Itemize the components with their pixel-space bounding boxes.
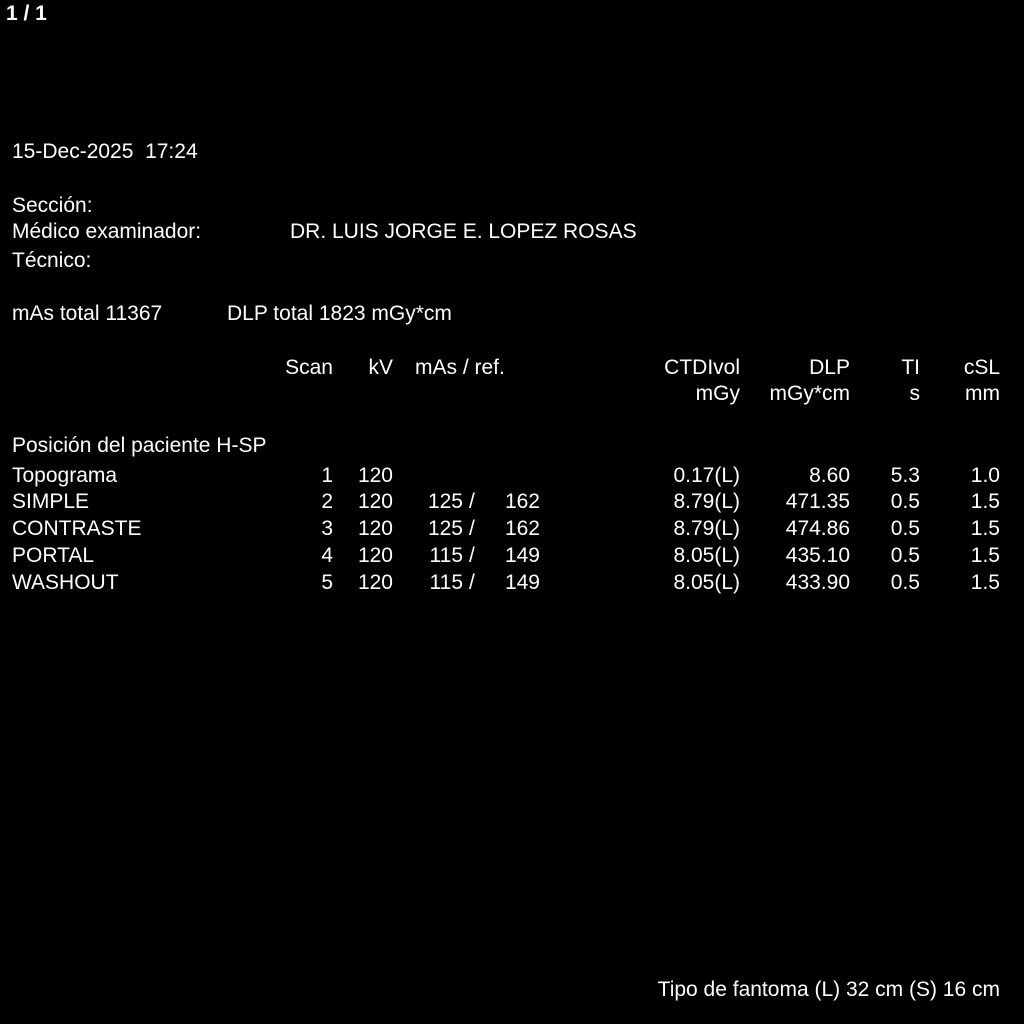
- header-dlp: DLP: [809, 356, 850, 379]
- cell-dlp: 433.90: [785, 571, 850, 594]
- cell-scan: 5: [321, 571, 333, 594]
- cell-csl: 1.5: [970, 571, 1000, 594]
- cell-kv: 120: [357, 544, 393, 567]
- header-ctdivol: CTDIvol: [664, 356, 740, 379]
- unit-ti: s: [909, 382, 921, 405]
- cell-mas: 115: [429, 544, 463, 567]
- cell-csl: 1.0: [970, 464, 1000, 487]
- report-datetime: 15-Dec-2025 17:24: [12, 140, 198, 163]
- technician-label: Técnico:: [12, 249, 92, 272]
- cell-ti: 5.3: [890, 464, 920, 487]
- cell-ti: 0.5: [890, 490, 920, 513]
- cell-ti: 0.5: [890, 571, 920, 594]
- cell-mas: 125: [427, 517, 463, 540]
- cell-dlp: 435.10: [785, 544, 850, 567]
- dlp-total: DLP total 1823 mGy*cm: [227, 302, 452, 325]
- section-label: Sección:: [12, 194, 93, 217]
- cell-csl: 1.5: [970, 490, 1000, 513]
- cell-slash: /: [469, 517, 475, 540]
- cell-slash: /: [469, 571, 475, 594]
- header-kv: kV: [368, 356, 393, 379]
- physician-value: DR. LUIS JORGE E. LOPEZ ROSAS: [290, 220, 637, 243]
- unit-csl: mm: [965, 382, 1000, 405]
- table-row: SIMPLE 2 120 125 / 162 8.79(L) 471.35 0.5 1.5: [0, 490, 1024, 514]
- table-header: Scan kV mAs / ref. CTDIvol DLP TI cSL: [0, 356, 1024, 380]
- table-units: mGy mGy*cm s mm: [0, 382, 1024, 406]
- cell-kv: 120: [357, 490, 393, 513]
- cell-ti: 0.5: [890, 544, 920, 567]
- cell-mas: 125: [427, 490, 463, 513]
- page-indicator: 1 / 1: [6, 2, 47, 25]
- cell-ref: 149: [504, 544, 540, 567]
- cell-ref: 149: [504, 571, 540, 594]
- cell-name: PORTAL: [12, 544, 95, 567]
- cell-dlp: 8.60: [809, 464, 850, 487]
- cell-slash: /: [469, 490, 475, 513]
- cell-ti: 0.5: [890, 517, 920, 540]
- table-row: CONTRASTE 3 120 125 / 162 8.79(L) 474.86 0.5 1.5: [0, 517, 1024, 541]
- header-csl: cSL: [963, 356, 1000, 379]
- cell-mas: 115: [429, 571, 463, 594]
- cell-ref: 162: [504, 517, 540, 540]
- phantom-type: Tipo de fantoma (L) 32 cm (S) 16 cm: [657, 978, 1000, 1001]
- patient-position: Posición del paciente H-SP: [12, 434, 267, 457]
- table-row: Topograma 1 120 0.17(L) 8.60 5.3 1.0: [0, 464, 1024, 488]
- cell-scan: 4: [321, 544, 333, 567]
- cell-csl: 1.5: [970, 544, 1000, 567]
- cell-dlp: 471.35: [785, 490, 850, 513]
- cell-csl: 1.5: [970, 517, 1000, 540]
- cell-ctdivol: 8.05(L): [673, 544, 740, 567]
- cell-name: SIMPLE: [12, 490, 90, 513]
- cell-scan: 3: [321, 517, 333, 540]
- cell-ctdivol: 8.79(L): [673, 517, 740, 540]
- cell-name: WASHOUT: [12, 571, 119, 594]
- cell-kv: 120: [357, 571, 393, 594]
- cell-name: CONTRASTE: [12, 517, 142, 540]
- table-row: PORTAL 4 120 115 / 149 8.05(L) 435.10 0.5 1.5: [0, 544, 1024, 568]
- table-row: WASHOUT 5 120 115 / 149 8.05(L) 433.90 0.5 1.5: [0, 571, 1024, 595]
- cell-kv: 120: [357, 464, 393, 487]
- cell-scan: 1: [321, 464, 333, 487]
- header-mas-ref: mAs / ref.: [415, 356, 505, 379]
- cell-scan: 2: [321, 490, 333, 513]
- cell-ref: 162: [504, 490, 540, 513]
- header-ti: TI: [901, 356, 920, 379]
- cell-name: Topograma: [12, 464, 118, 487]
- unit-ctdivol: mGy: [695, 382, 740, 405]
- cell-ctdivol: 8.79(L): [673, 490, 740, 513]
- cell-ctdivol: 8.05(L): [673, 571, 740, 594]
- cell-ctdivol: 0.17(L): [673, 464, 740, 487]
- physician-label: Médico examinador:: [12, 220, 202, 243]
- cell-slash: /: [469, 544, 475, 567]
- header-scan: Scan: [285, 356, 333, 379]
- cell-dlp: 474.86: [785, 517, 850, 540]
- cell-kv: 120: [357, 517, 393, 540]
- unit-dlp: mGy*cm: [769, 382, 851, 405]
- mas-total: mAs total 11367: [12, 302, 163, 325]
